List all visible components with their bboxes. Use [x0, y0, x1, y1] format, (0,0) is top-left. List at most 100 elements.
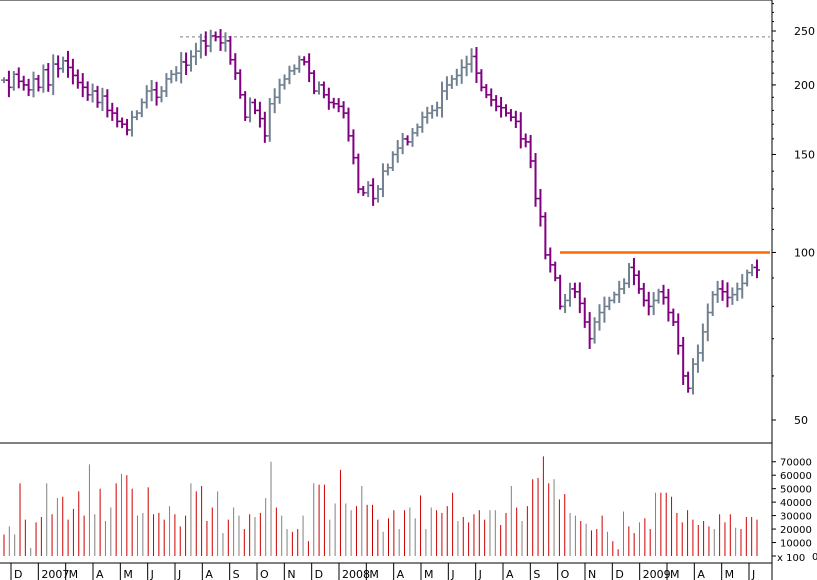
- volume-tick-label: 10000: [780, 539, 812, 550]
- price-bar: [503, 104, 509, 117]
- price-bar: [261, 111, 268, 143]
- price-bar: [591, 317, 598, 344]
- price-bar: [414, 123, 421, 137]
- price-bar: [252, 98, 258, 115]
- price-bar: [315, 81, 322, 95]
- price-bar: [114, 107, 121, 128]
- price-bar: [60, 56, 67, 73]
- price-bar: [89, 83, 96, 103]
- price-bar: [439, 81, 446, 118]
- price-bar: [335, 98, 342, 113]
- price-tick-label: 150: [794, 148, 815, 161]
- price-bar: [207, 29, 214, 53]
- price-bar: [163, 73, 170, 98]
- price-bar: [586, 312, 593, 350]
- price-bar: [15, 67, 22, 89]
- price-bar: [266, 98, 273, 142]
- price-bar: [365, 181, 372, 198]
- price-bar: [35, 74, 42, 92]
- volume-tick-label: 50000: [780, 485, 812, 496]
- price-bar: [645, 291, 652, 316]
- price-bar: [133, 110, 140, 121]
- x-axis-label: A: [205, 568, 213, 580]
- x-axis-label: 2007: [41, 568, 69, 580]
- x-axis-label: J: [150, 568, 154, 580]
- price-bar: [522, 133, 529, 148]
- price-bar: [507, 109, 514, 122]
- price-bar: [443, 76, 450, 101]
- price-tick-label: 250: [794, 25, 815, 38]
- price-bar: [128, 110, 135, 137]
- price-bar: [729, 287, 736, 305]
- price-bar: [694, 344, 701, 373]
- price-bar: [463, 55, 470, 77]
- price-bar: [183, 52, 190, 75]
- x-axis-label: M: [69, 568, 79, 580]
- price-axis-ticks: 50 100 150 200 250: [772, 3, 815, 427]
- price-bar: [30, 71, 37, 98]
- x-axis-label: O: [561, 568, 570, 580]
- price-bars: [1, 29, 760, 395]
- price-bar: [119, 117, 126, 129]
- price-bar: [517, 112, 524, 149]
- price-bar: [704, 303, 711, 342]
- price-bar: [424, 106, 431, 124]
- price-bar: [286, 65, 293, 85]
- x-axis-label: O: [260, 568, 269, 580]
- price-panel: [0, 0, 772, 444]
- volume-multiplier-label: x 100: [777, 553, 805, 564]
- price-bar: [566, 282, 573, 307]
- x-axis-label: M: [369, 568, 379, 580]
- price-bar: [197, 33, 204, 59]
- price-bar: [527, 134, 534, 169]
- x-axis-label: S: [533, 568, 540, 580]
- volume-tick-label: 0: [812, 552, 817, 563]
- price-bar: [355, 153, 362, 194]
- price-bar: [143, 85, 150, 109]
- price-bar: [399, 132, 406, 155]
- price-bar: [630, 257, 637, 286]
- x-axis-label: J: [177, 568, 181, 580]
- price-bar: [409, 128, 416, 147]
- price-bar: [232, 53, 239, 80]
- price-tick-label: 100: [794, 246, 815, 259]
- price-bar: [222, 32, 229, 52]
- volume-tick-label: 20000: [780, 525, 812, 536]
- price-bar: [379, 163, 386, 198]
- price-bar: [419, 111, 426, 133]
- price-bar: [453, 68, 460, 86]
- x-axis-label: J: [450, 568, 454, 580]
- price-bar: [94, 85, 101, 108]
- price-bar: [468, 48, 475, 73]
- price-bar: [724, 282, 731, 308]
- x-axis-label: A: [697, 568, 705, 580]
- price-bar: [296, 55, 303, 73]
- volume-tick-label: 30000: [780, 512, 812, 523]
- price-bar: [537, 188, 544, 227]
- price-bar: [616, 280, 623, 303]
- price-bar: [680, 336, 687, 385]
- price-bar: [488, 88, 495, 107]
- price-bar: [45, 62, 52, 92]
- price-bar: [281, 74, 288, 90]
- price-bar: [271, 88, 278, 114]
- x-axis-label: D: [14, 568, 22, 580]
- price-bar: [84, 81, 91, 101]
- volume-tick-label: 60000: [780, 471, 812, 482]
- price-bar: [384, 163, 391, 176]
- price-bar: [138, 98, 145, 118]
- price-bar: [675, 313, 682, 355]
- price-bar: [178, 52, 185, 84]
- price-bar: [547, 247, 554, 273]
- price-bar: [571, 282, 578, 299]
- price-bar: [650, 292, 657, 316]
- price-bar: [340, 101, 347, 119]
- price-bar: [79, 73, 86, 98]
- price-bar: [621, 278, 628, 295]
- price-bar: [581, 297, 588, 328]
- price-bar: [473, 47, 480, 83]
- price-bar: [104, 89, 111, 118]
- price-bar: [670, 308, 677, 326]
- volume-tick-label: 70000: [780, 458, 812, 469]
